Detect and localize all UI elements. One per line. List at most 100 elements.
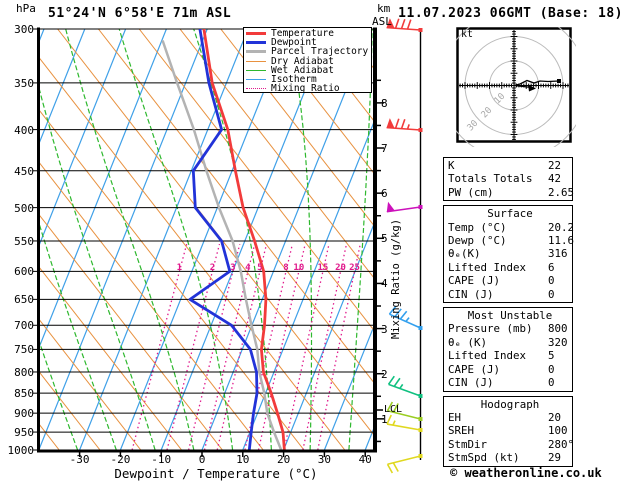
table-row: Lifted Index 6 [448, 261, 572, 274]
table-row-value: 0 [548, 376, 555, 390]
table-row: θₑ (K) 320 [448, 336, 572, 349]
km-axis-unit: km [377, 2, 391, 15]
km-tick-label: 5 [381, 232, 388, 246]
table-row-label: CAPE (J) [448, 274, 501, 288]
isotherm-line [201, 29, 371, 450]
table-row: CAPE (J) 0 [448, 363, 572, 376]
table-row-value: 2.65 [548, 185, 575, 199]
table-row: SREH 100 [448, 424, 572, 437]
temp-tick-label: 20 [276, 453, 291, 466]
legend-item: Wet Adiabat [246, 64, 371, 76]
table-section-header: Most Unstable [467, 309, 553, 323]
table-row: CIN (J) 0 [448, 376, 572, 389]
legend-item: Parcel Trajectory [246, 46, 371, 57]
isotherm-line [40, 29, 167, 347]
pressure-tick-label: 400 [14, 123, 34, 137]
pressure-tick-label: 600 [14, 265, 34, 279]
dewpoint-curve [188, 29, 259, 450]
pressure-tick-label: 1000 [7, 444, 35, 457]
table-row-label: CIN (J) [448, 287, 494, 301]
page-title: 51°24'N 6°58'E 71m ASL [48, 6, 232, 21]
table-row: Temp (°C) 20.2 [448, 221, 574, 234]
dry-adiabat-line [40, 162, 264, 450]
pressure-tick-label: 650 [14, 293, 34, 307]
lcl-label: LCL [384, 404, 403, 415]
copyright: © weatheronline.co.uk [450, 466, 602, 480]
wind-barb [386, 118, 423, 132]
legend: Temperature Dewpoint Parcel Trajectory Dry … [243, 27, 372, 93]
dry-adiabat-line [179, 29, 374, 279]
table-row-value: 5 [548, 349, 555, 363]
mixing-ratio-line [257, 243, 306, 450]
hodograph-unit-label: kt [461, 29, 474, 40]
isotherm-line [160, 29, 331, 450]
table-row-value: 0 [548, 362, 555, 376]
dry-adiabat-line [40, 267, 182, 450]
hodograph-trace-end-marker [557, 79, 561, 83]
table-row-value: 320 [548, 335, 568, 349]
table-row-value: 0 [548, 274, 555, 288]
wet-adiabat-line [40, 89, 156, 450]
km-axis-unit-asl: ASL [372, 15, 392, 28]
table-row-value: 22 [548, 159, 562, 172]
pressure-tick-label: 800 [14, 365, 34, 379]
temp-tick-label: 40 [358, 453, 372, 466]
mixing-ratio-line [302, 243, 348, 450]
pressure-tick-label: 900 [14, 407, 34, 421]
wind-barb [386, 401, 423, 421]
temp-tick-label: 0 [198, 453, 206, 466]
pressure-tick-label: 700 [14, 319, 34, 333]
dry-adiabat-line [40, 215, 223, 450]
legend-label: Wet Adiabat [271, 64, 334, 76]
legend-swatch [246, 60, 266, 62]
mixing-ratio-line [187, 243, 241, 450]
table-section: Most Unstable Pressure (mb) 800 θₑ (K) 320 Li… [443, 307, 573, 392]
km-tick-label: 1 [381, 412, 388, 426]
dry-adiabat-line [138, 29, 374, 331]
wind-barb [386, 414, 423, 432]
table-row-value: 316 [548, 247, 568, 261]
table-section: K 22 Totals Totals 42 PW (cm) 2.65 [443, 157, 575, 202]
pressure-tick-label: 500 [14, 201, 34, 215]
table-row-value: 42 [548, 172, 562, 186]
table-row-value: 800 [548, 322, 568, 336]
table-row-value: 29 [548, 451, 562, 465]
mixing-ratio-value-label: 5 [257, 263, 263, 273]
isotherm-line [242, 121, 374, 450]
mixing-ratio-value-label: 15 [317, 263, 329, 273]
table-row: PW (cm) 2.65 [448, 185, 575, 199]
dry-adiabat-line [40, 110, 305, 450]
isotherm-line [119, 29, 290, 450]
table-row: EH 20 [448, 411, 572, 424]
legend-item: Mixing Ratio [246, 83, 371, 92]
mixing-ratio-line [317, 243, 361, 450]
legend-label: Isotherm [271, 74, 317, 86]
table-row: Totals Totals 42 [448, 172, 572, 185]
legend-swatch [246, 88, 266, 90]
table-row-label: CAPE (J) [448, 362, 501, 376]
mixing-ratio-line [283, 243, 330, 450]
wind-barb [386, 454, 423, 474]
table-row: StmDir 280° [448, 438, 574, 451]
table-row: CIN (J) 0 [448, 288, 572, 301]
table-section-header: Hodograph [480, 397, 540, 411]
table-row-value: 6 [548, 260, 555, 274]
table-row-label: EH [448, 410, 462, 424]
table-row: Lifted Index 5 [448, 349, 572, 362]
table-row: StmSpd (kt) 29 [448, 451, 572, 464]
mixing-ratio-line [131, 243, 188, 450]
storm-motion-arrowhead [528, 84, 536, 92]
wet-adiabat-line [118, 29, 234, 450]
table-row-label: K [448, 159, 455, 172]
km-tick-label: 2 [381, 367, 388, 381]
temp-tick-label: -20 [110, 453, 131, 466]
table-section: Hodograph EH 20 SREH 100 StmDir 280° StmSpd (kt… [443, 395, 574, 467]
mixing-ratio-value-label: 25 [349, 263, 360, 273]
table-row-label: Lifted Index [448, 349, 527, 363]
hodograph-trace [513, 79, 560, 87]
table-row-value: 0 [548, 287, 555, 301]
isotherm-line [79, 29, 249, 450]
dry-adiabat-line [302, 29, 374, 122]
wet-adiabat-line [348, 29, 373, 450]
